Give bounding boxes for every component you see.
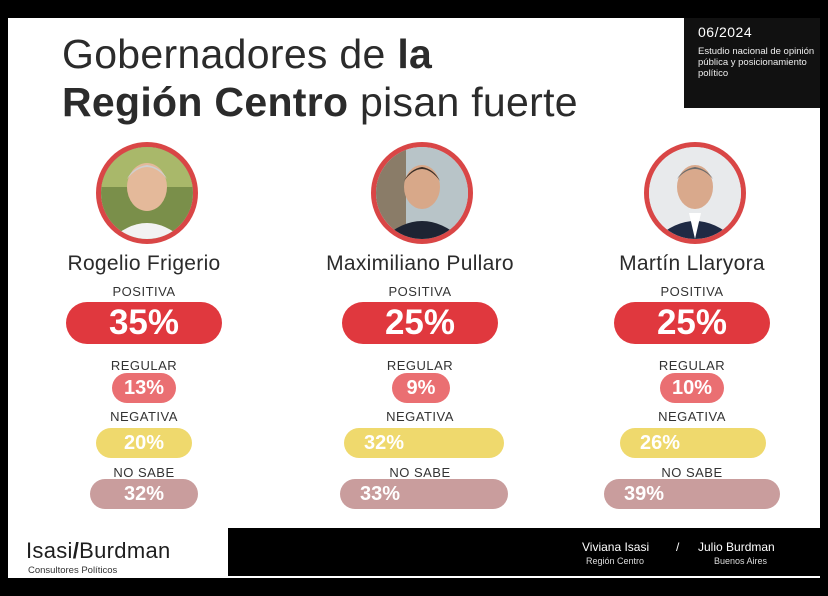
positiva-value: 25% [342, 302, 498, 344]
portrait-icon [101, 147, 193, 239]
date-label: 06/2024 [698, 24, 753, 40]
category-label: NO SABE [661, 465, 723, 480]
category-label: REGULAR [110, 358, 178, 373]
study-description: Estudio nacional de opinión pública y po… [698, 46, 815, 79]
title-line1-normal: Gobernadores de [62, 31, 398, 77]
negativa-value: 20% [96, 428, 192, 458]
top-border [0, 0, 828, 18]
avatar-martin-llaryora [644, 142, 746, 244]
title-line2-normal: pisan fuerte [348, 79, 578, 125]
brand-separator: / [72, 538, 80, 563]
portrait-icon [376, 147, 468, 239]
category-label: NEGATIVA [110, 409, 178, 424]
positiva-value: 35% [66, 302, 222, 344]
no-sabe-value: 39% [604, 479, 780, 509]
page-title: Gobernadores de la Región Centro pisan f… [62, 30, 578, 126]
regular-value: 9% [392, 373, 450, 403]
category-label: POSITIVA [388, 284, 452, 299]
avatar-maximiliano-pullaro [371, 142, 473, 244]
author1-region: Región Centro [586, 556, 645, 566]
regular-value: 13% [112, 373, 176, 403]
category-label: NO SABE [113, 465, 175, 480]
footer-separator: / [676, 540, 680, 554]
category-label: REGULAR [386, 358, 454, 373]
negativa-value: 32% [344, 428, 504, 458]
candidate-name: Martín Llaryora [619, 252, 765, 275]
positiva-value: 25% [614, 302, 770, 344]
category-label: NO SABE [389, 465, 451, 480]
author1-name: Viviana Isasi [582, 540, 650, 554]
negativa-value: 26% [620, 428, 766, 458]
author2-region: Buenos Aires [714, 556, 768, 566]
date-box: 06/2024 Estudio nacional de opinión públ… [684, 18, 820, 108]
no-sabe-value: 32% [90, 479, 198, 509]
portrait-icon [649, 147, 741, 239]
avatar-rogelio-frigerio [96, 142, 198, 244]
category-label: POSITIVA [660, 284, 724, 299]
brand-left: Isasi [26, 538, 73, 563]
brand-subtitle: Consultores Políticos [28, 565, 118, 576]
title-line1-bold: la [397, 31, 433, 77]
author2-name: Julio Burdman [698, 540, 775, 554]
candidate-name: Rogelio Frigerio [67, 252, 221, 275]
category-label: NEGATIVA [658, 409, 726, 424]
category-label: NEGATIVA [386, 409, 454, 424]
brand-right: Burdman [79, 538, 171, 563]
no-sabe-value: 33% [340, 479, 508, 509]
regular-value: 10% [660, 373, 724, 403]
candidate-name: Maximiliano Pullaro [326, 252, 514, 275]
category-label: POSITIVA [112, 284, 176, 299]
footer-bar [228, 528, 822, 576]
title-line2-bold: Región Centro [62, 79, 349, 125]
category-label: REGULAR [658, 358, 726, 373]
brand-logo: Isasi/Burdman [26, 538, 171, 564]
